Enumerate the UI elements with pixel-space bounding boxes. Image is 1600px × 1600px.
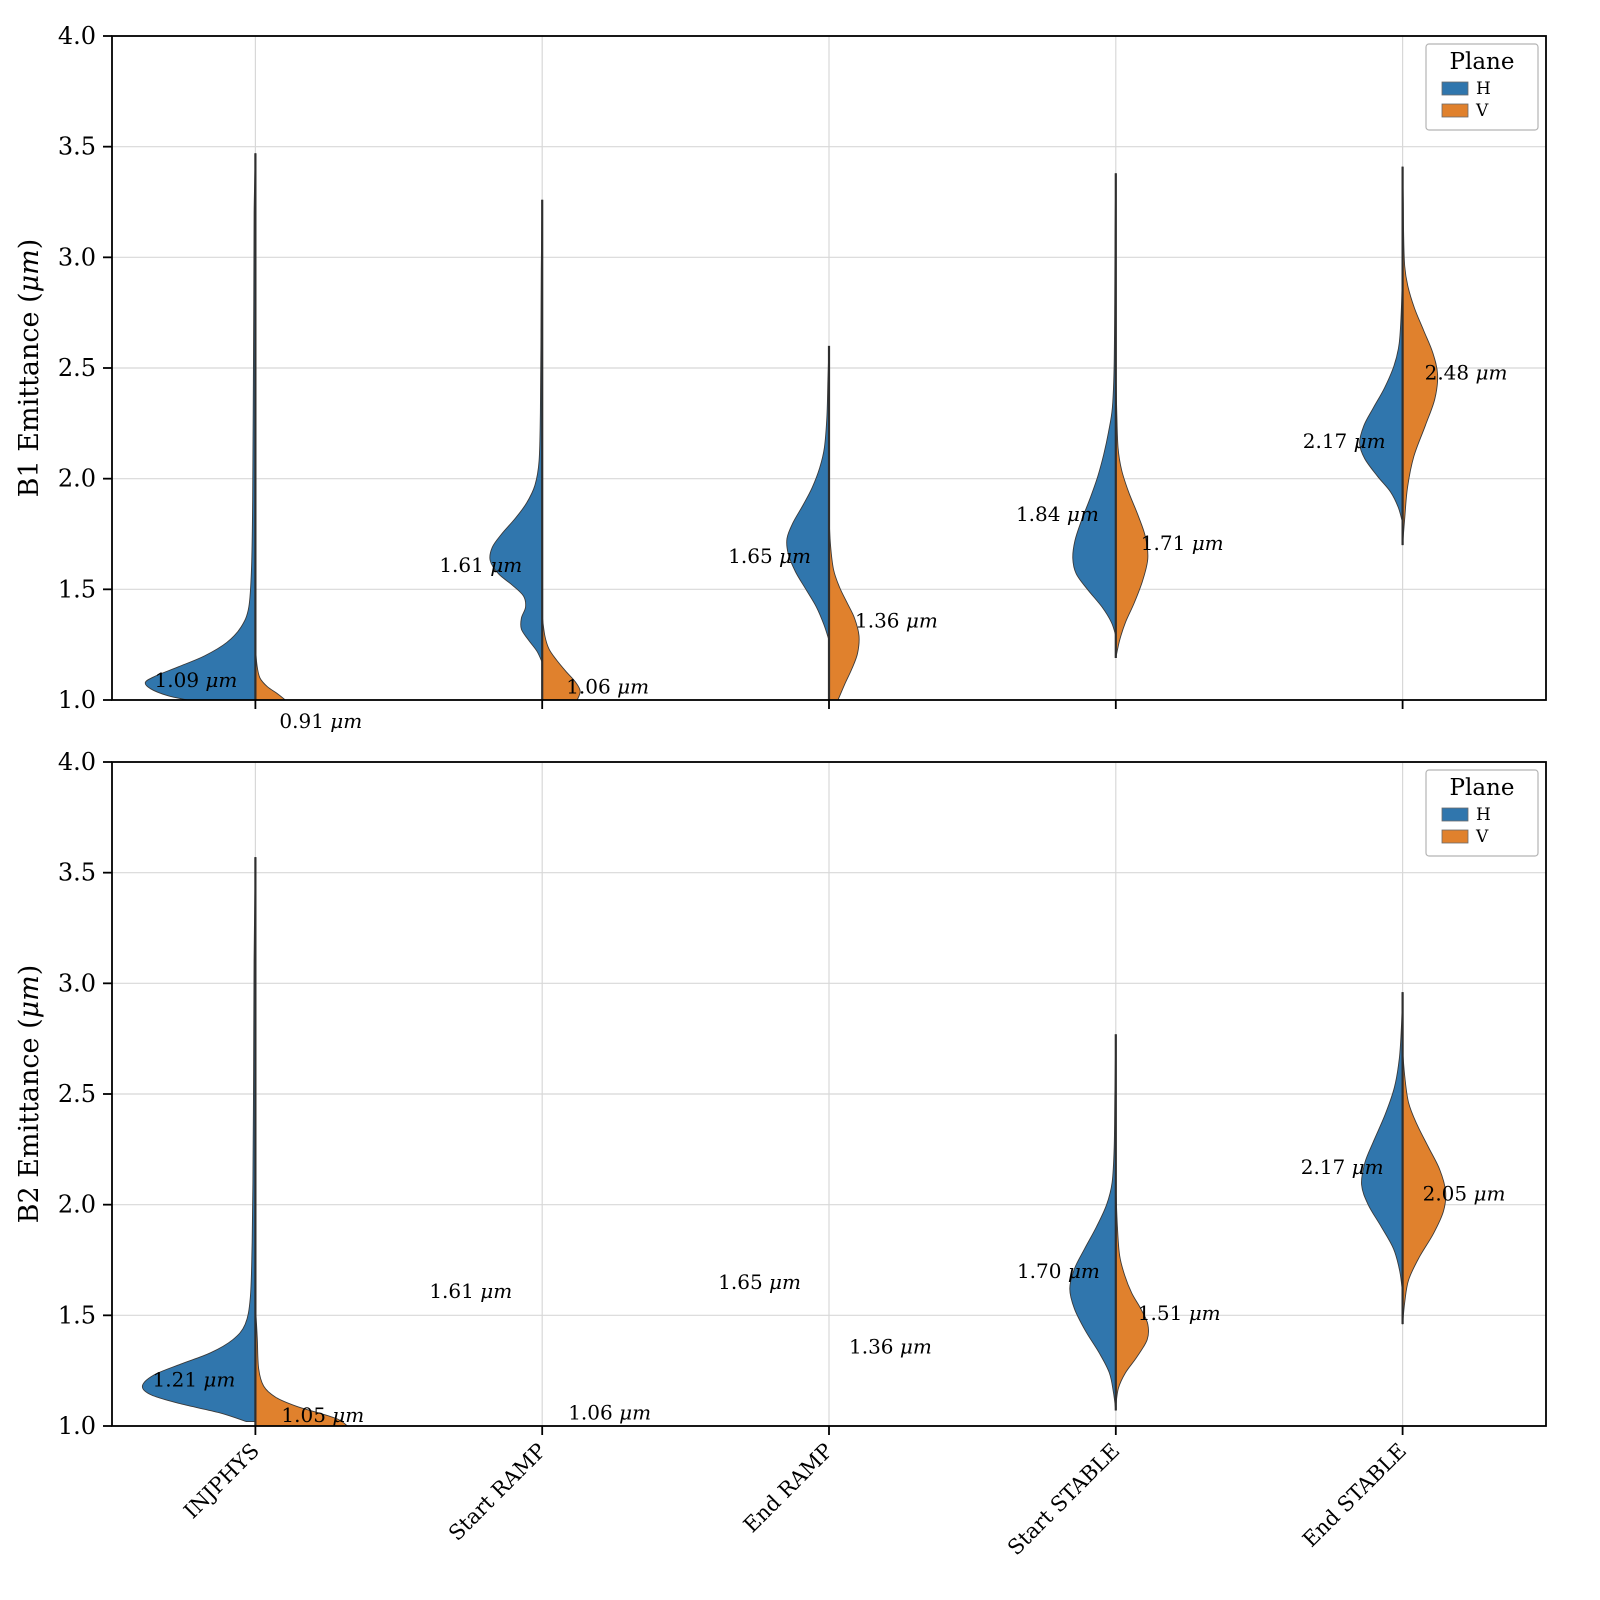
violin-B1-INJPHYS-H: [144, 153, 256, 700]
legend-label-V: V: [1475, 101, 1489, 121]
ytick-label: 1.5: [58, 1301, 96, 1329]
violin-B1-End-RAMP-H: [786, 345, 830, 641]
mean-label-B1-INJPHYS-H: 1.09 μm: [155, 668, 238, 692]
mean-label-B2-End-STABLE-H: 2.17 μm: [1301, 1155, 1384, 1179]
mean-label-B2-Start-RAMP-H: 1.61 μm: [429, 1279, 512, 1303]
mean-label-B2-End-RAMP-H: 1.65 μm: [718, 1270, 801, 1294]
ytick-label: 3.5: [58, 859, 96, 887]
ytick-label: 3.5: [58, 133, 96, 161]
legend-label-H: H: [1476, 79, 1491, 99]
mean-label-B2-Start-RAMP-V: 1.06 μm: [568, 1401, 651, 1425]
legend-swatch-H: [1441, 807, 1469, 822]
ytick-label: 3.0: [58, 969, 96, 997]
violin-B1-End-STABLE-H: [1359, 263, 1404, 524]
mean-label-B2-End-RAMP-V: 1.36 μm: [849, 1334, 932, 1358]
violin-B2-INJPHYS-H: [141, 857, 256, 1423]
xtick-label-Start-RAMP: Start RAMP: [444, 1439, 551, 1546]
violin-B1-INJPHYS-V: [254, 644, 287, 700]
legend-swatch-V: [1441, 829, 1469, 844]
mean-label-B1-Start-RAMP-V: 1.06 μm: [566, 675, 649, 699]
mean-label-B1-End-STABLE-V: 2.48 μm: [1425, 360, 1508, 384]
violin-B1-Start-STABLE-V: [1115, 372, 1149, 659]
legend-swatch-H: [1441, 81, 1469, 96]
violin-B1-Start-RAMP-H: [489, 199, 543, 663]
ylabel-B1: B1 Emittance (μm): [14, 239, 45, 498]
ytick-label: 1.5: [58, 575, 96, 603]
violin-B1-Start-STABLE-H: [1072, 173, 1117, 636]
violin-B1-End-RAMP-V: [828, 516, 860, 700]
ytick-label: 3.0: [58, 243, 96, 271]
panel-B1: 1.09 μm 0.91 μm 1.61 μm 1.06 μm 1.65 μm 1.36 …: [14, 22, 1547, 733]
violin-B1-End-STABLE-V: [1402, 166, 1439, 546]
mean-label-B1-End-RAMP-H: 1.65 μm: [728, 544, 811, 568]
ytick-label: 2.0: [58, 1191, 96, 1219]
panel-B2: 1.21 μm 1.05 μm 1.61 μm 1.06 μm 1.65 μm 1.36 …: [14, 748, 1547, 1560]
violin-B2-End-STABLE-H: [1361, 992, 1404, 1294]
ylabel-B2: B2 Emittance (μm): [14, 965, 45, 1224]
mean-label-B2-End-STABLE-V: 2.05 μm: [1423, 1182, 1506, 1206]
legend-title: Plane: [1450, 49, 1515, 75]
mean-label-B1-Start-RAMP-H: 1.61 μm: [439, 553, 522, 577]
ytick-label: 2.5: [58, 354, 96, 382]
violin-B2-Start-STABLE-H: [1069, 1034, 1117, 1411]
violin-B2-INJPHYS-V: [254, 1304, 349, 1426]
legend-title: Plane: [1450, 775, 1515, 801]
mean-label-B1-Start-STABLE-H: 1.84 μm: [1016, 502, 1099, 526]
legend-label-V: V: [1475, 827, 1489, 847]
ytick-label: 2.0: [58, 465, 96, 493]
mean-label-B1-Start-STABLE-V: 1.71 μm: [1141, 531, 1224, 555]
xtick-label-End-RAMP: End RAMP: [739, 1439, 838, 1538]
mean-label-B1-End-RAMP-V: 1.36 μm: [855, 608, 938, 632]
mean-label-B2-INJPHYS-H: 1.21 μm: [153, 1368, 236, 1392]
violin-B1-Start-RAMP-V: [541, 615, 581, 700]
violin-B2-End-STABLE-V: [1402, 1049, 1447, 1325]
ytick-label: 1.0: [58, 686, 96, 714]
mean-label-B1-INJPHYS-V: 0.91 μm: [279, 709, 362, 733]
ytick-label: 2.5: [58, 1080, 96, 1108]
xtick-label-Start-STABLE: Start STABLE: [1003, 1439, 1124, 1560]
mean-label-B2-Start-STABLE-V: 1.51 μm: [1138, 1301, 1221, 1325]
ytick-label: 4.0: [58, 22, 96, 50]
ytick-label: 1.0: [58, 1412, 96, 1440]
xtick-label-End-STABLE: End STABLE: [1298, 1439, 1411, 1552]
violin-B2-Start-STABLE-V: [1115, 1186, 1150, 1407]
mean-label-B1-End-STABLE-H: 2.17 μm: [1303, 429, 1386, 453]
mean-label-B2-Start-STABLE-H: 1.70 μm: [1017, 1259, 1100, 1283]
mean-label-B2-INJPHYS-V: 1.05 μm: [281, 1403, 364, 1427]
ytick-label: 4.0: [58, 748, 96, 776]
legend-swatch-V: [1441, 103, 1469, 118]
legend-label-H: H: [1476, 805, 1491, 825]
xtick-label-INJPHYS: INJPHYS: [179, 1439, 264, 1524]
